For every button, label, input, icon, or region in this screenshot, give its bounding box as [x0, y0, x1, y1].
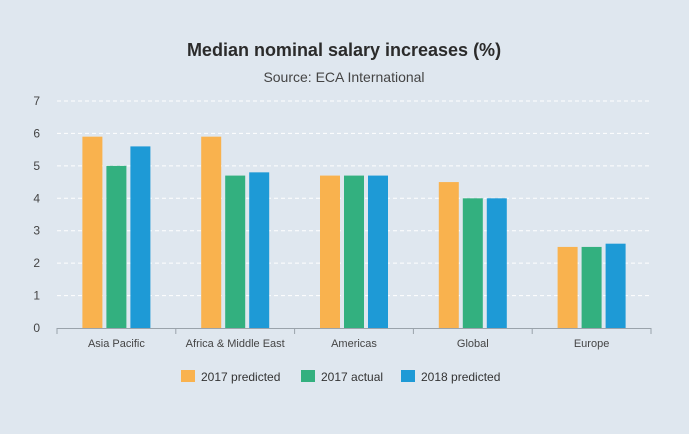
bar — [320, 175, 340, 328]
bar — [106, 165, 127, 328]
x-category-label: Asia Pacific — [88, 338, 145, 350]
bar — [344, 175, 364, 328]
legend-label: 2017 predicted — [201, 370, 280, 384]
bar — [225, 175, 246, 328]
chart-title: Median nominal salary increases (%) — [187, 40, 501, 60]
x-category-label: Europe — [574, 338, 609, 350]
x-axis — [56, 328, 652, 334]
bar — [581, 246, 602, 328]
y-tick-label: 3 — [33, 224, 40, 238]
y-tick-label: 0 — [33, 321, 40, 335]
y-tick-label: 6 — [33, 126, 40, 140]
legend-swatch — [301, 370, 315, 382]
x-category-label: Global — [457, 338, 489, 350]
bar — [368, 175, 388, 328]
y-tick-label: 4 — [33, 191, 40, 205]
bar — [249, 172, 270, 328]
bar — [557, 246, 578, 328]
bar — [201, 136, 222, 328]
bar — [130, 146, 151, 328]
y-axis-ticks: 0 1 2 3 4 5 6 7 — [33, 94, 40, 335]
y-tick-label: 1 — [33, 289, 40, 303]
bar — [605, 243, 626, 328]
y-tick-label: 2 — [33, 256, 40, 270]
y-tick-label: 5 — [33, 159, 40, 173]
legend-label: 2017 actual — [321, 370, 383, 384]
legend-swatch — [181, 370, 195, 382]
chart-subtitle: Source: ECA International — [263, 69, 424, 85]
x-category-label: Africa & Middle East — [186, 338, 285, 350]
legend: 2017 predicted 2017 actual 2018 predicted — [181, 370, 500, 384]
x-category-label: Americas — [331, 338, 377, 350]
bar — [438, 182, 459, 328]
x-axis-categories: Asia Pacific Africa & Middle East Americas… — [88, 338, 609, 350]
bar — [486, 198, 507, 328]
bar — [82, 136, 103, 328]
y-tick-label: 7 — [33, 94, 40, 108]
bar — [462, 198, 483, 328]
legend-label: 2018 predicted — [421, 370, 500, 384]
legend-swatch — [401, 370, 415, 382]
bars — [82, 136, 626, 328]
